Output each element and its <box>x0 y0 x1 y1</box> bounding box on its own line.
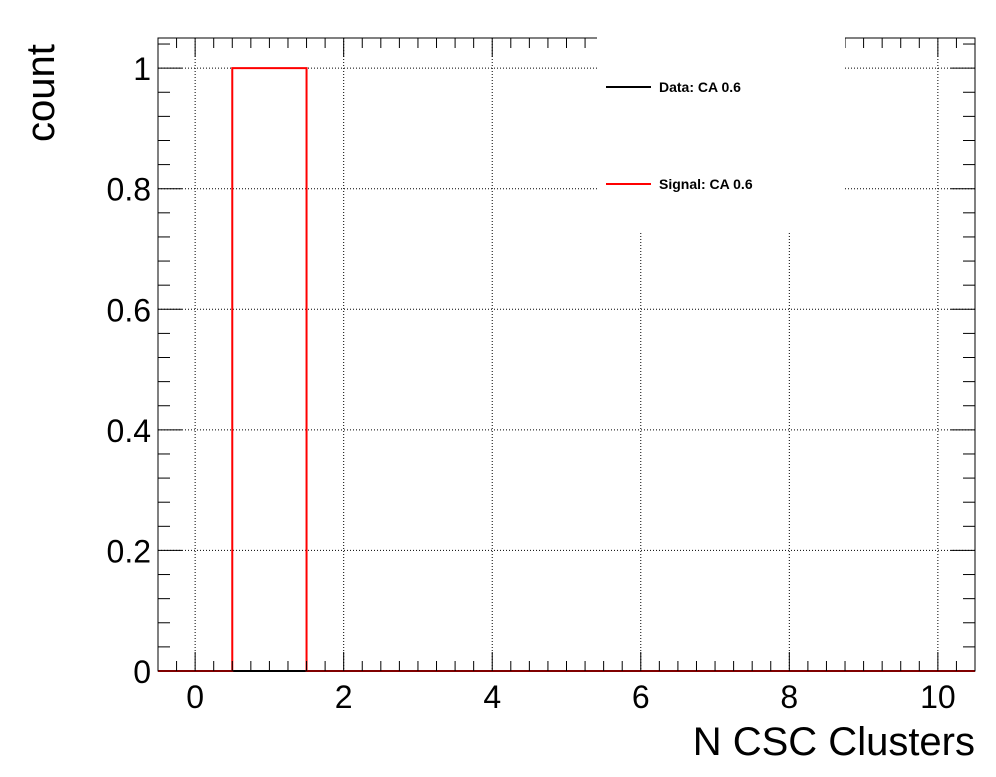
axis-ticks <box>157 38 976 672</box>
x-tick-label: 4 <box>483 679 501 715</box>
tick-labels: 0 2 4 6 8 10 0 0.2 0.4 0.6 0.8 1 <box>107 51 956 715</box>
grid-lines <box>158 38 975 672</box>
x-tick-label: 2 <box>335 679 353 715</box>
x-tick-label: 8 <box>780 679 798 715</box>
x-axis-label: N CSC Clusters <box>693 720 975 764</box>
y-tick-label: 0.4 <box>107 413 151 449</box>
series-layer <box>158 67 975 672</box>
legend-label-1: Signal: CA 0.6 <box>659 176 753 192</box>
legend-label-0: Data: CA 0.6 <box>659 79 741 95</box>
series-line-1 <box>158 67 975 672</box>
x-tick-label: 0 <box>186 679 204 715</box>
y-tick-label: 0.2 <box>107 533 151 569</box>
plot-area-border <box>157 37 976 672</box>
legend-box <box>597 35 845 233</box>
x-tick-label: 10 <box>920 679 956 715</box>
plot-frame <box>157 37 976 672</box>
legend: Data: CA 0.6 Signal: CA 0.6 <box>597 35 845 233</box>
x-tick-label: 6 <box>632 679 650 715</box>
y-tick-label: 1 <box>133 51 151 87</box>
y-tick-label: 0.6 <box>107 292 151 328</box>
y-tick-label: 0.8 <box>107 172 151 208</box>
y-tick-label: 0 <box>133 654 151 690</box>
y-axis-label: count <box>19 44 63 142</box>
